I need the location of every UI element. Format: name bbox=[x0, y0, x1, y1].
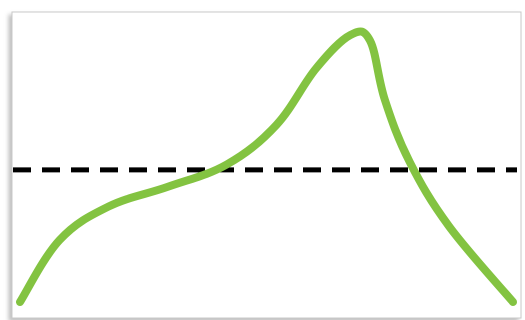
series-line-0 bbox=[16, 27, 517, 306]
chart-frame bbox=[11, 11, 522, 319]
series-layer bbox=[16, 27, 517, 306]
